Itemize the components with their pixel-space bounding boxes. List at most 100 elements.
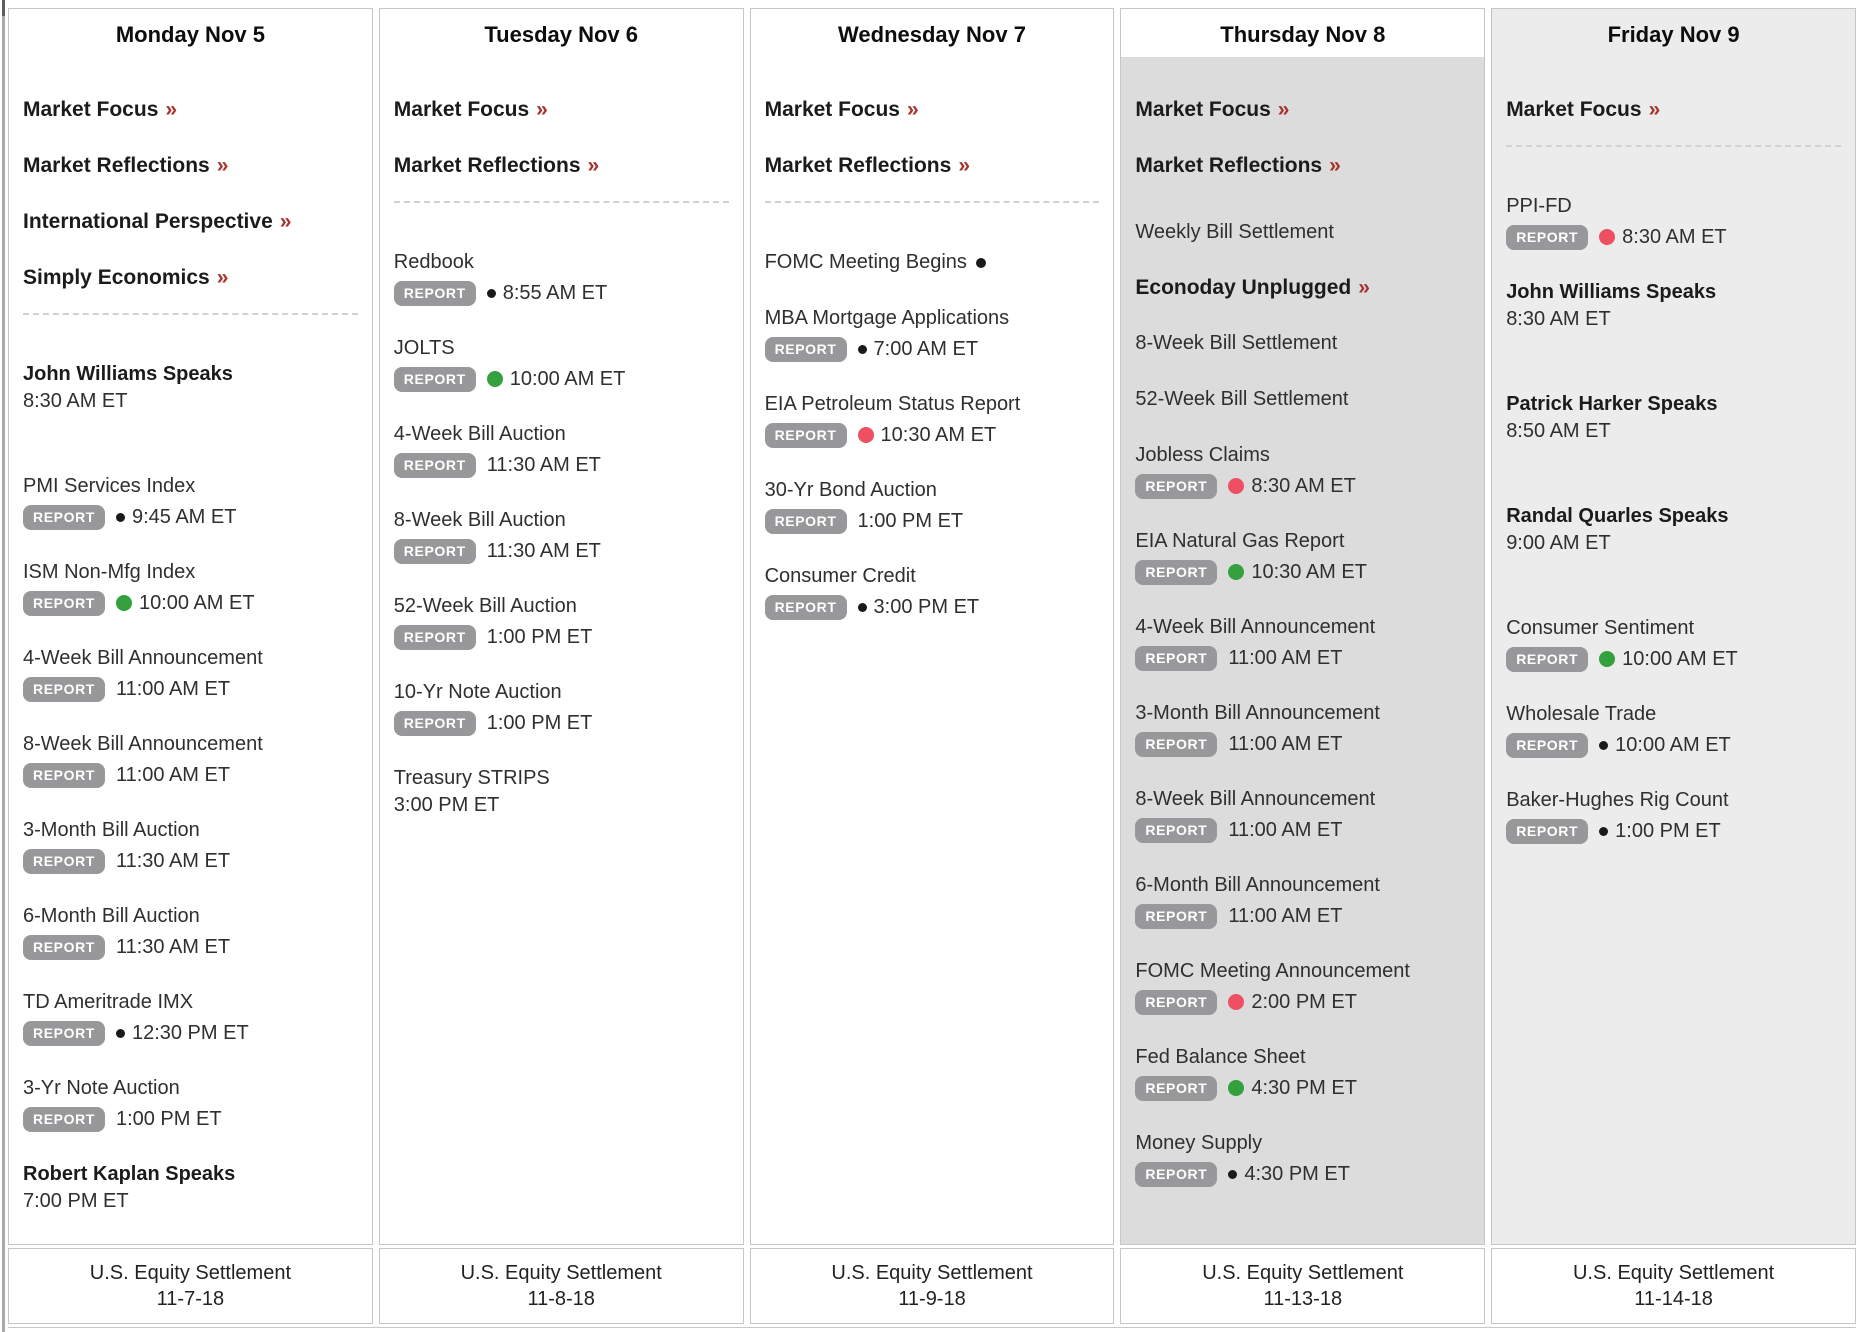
event-title: 8-Week Bill Auction xyxy=(393,509,566,531)
report-badge[interactable]: REPORT xyxy=(393,280,476,306)
report-badge[interactable]: REPORT xyxy=(1506,224,1589,250)
commentary-link-market-focus[interactable]: Market Focus » xyxy=(765,97,1100,123)
report-badge[interactable]: REPORT xyxy=(1135,473,1218,499)
settlement-label: U.S. Equity Settlement xyxy=(460,1262,662,1284)
event-meta: REPORT 10:00 AM ET xyxy=(393,365,729,393)
report-badge[interactable]: REPORT xyxy=(393,624,476,650)
event-title-text: FOMC Meeting Begins xyxy=(764,251,967,273)
event-meta: REPORT 11:00 AM ET xyxy=(23,761,358,789)
report-badge[interactable]: REPORT xyxy=(23,504,105,530)
event-time: 1:00 PM ET xyxy=(115,1107,222,1130)
commentary-link-market-reflections[interactable]: Market Reflections » xyxy=(765,153,1100,179)
status-dot-red-icon xyxy=(1599,229,1616,245)
event-time: 1:00 PM ET xyxy=(486,625,593,648)
event-weekly-bill-settlement: Weekly Bill Settlement xyxy=(1135,219,1470,246)
report-badge[interactable]: REPORT xyxy=(764,508,847,534)
event-title: FOMC Meeting Announcement xyxy=(1135,960,1410,982)
event-time: 11:30 AM ET xyxy=(115,935,231,958)
event-fomc-meeting-announcement: FOMC Meeting Announcement REPORT 2:00 PM E… xyxy=(1135,958,1470,1016)
day-header-wednesday: Wednesday Nov 7 xyxy=(838,22,1026,47)
event-time: 4:30 PM ET xyxy=(1251,1076,1357,1099)
event-time: 9:00 AM ET xyxy=(1506,532,1611,554)
report-badge[interactable]: REPORT xyxy=(23,762,105,788)
day-body-tuesday: Market Focus» Market Reflections» Redbook R… xyxy=(380,57,743,1244)
report-badge[interactable]: REPORT xyxy=(1506,732,1589,758)
event-title: 10-Yr Note Auction xyxy=(393,681,562,703)
report-badge[interactable]: REPORT xyxy=(1135,903,1218,929)
report-badge[interactable]: REPORT xyxy=(23,934,105,960)
event-wholesale-trade: Wholesale Trade REPORT 10:00 AM ET xyxy=(1506,701,1841,759)
report-badge[interactable]: REPORT xyxy=(1135,1075,1218,1101)
report-badge[interactable]: REPORT xyxy=(393,710,476,736)
event-time: 11:00 AM ET xyxy=(115,763,231,786)
event-time: 11:00 AM ET xyxy=(1228,646,1343,669)
settlement-label: U.S. Equity Settlement xyxy=(1202,1262,1404,1284)
commentary-link-market-focus[interactable]: Market Focus » xyxy=(1135,97,1470,123)
report-badge[interactable]: REPORT xyxy=(1135,559,1218,585)
event-time: 10:00 AM ET xyxy=(138,591,255,614)
commentary-link-label: Market Reflections xyxy=(23,154,210,177)
event-time: 3:00 PM ET xyxy=(393,794,500,816)
event-8-week-bill-announcement: 8-Week Bill Announcement REPORT 11:00 AM E… xyxy=(1135,786,1470,844)
report-badge[interactable]: REPORT xyxy=(1506,818,1589,844)
report-badge[interactable]: REPORT xyxy=(1135,989,1218,1015)
report-badge[interactable]: REPORT xyxy=(1506,646,1589,672)
commentary-link-market-reflections[interactable]: Market Reflections » xyxy=(394,153,729,179)
event-title: Wholesale Trade xyxy=(1506,703,1657,725)
event-meta: REPORT 10:00 AM ET xyxy=(1506,731,1841,759)
status-dot-black-icon xyxy=(975,257,986,268)
day-cell-tuesday: Tuesday Nov 6 Market Focus» Market Reflect… xyxy=(378,8,744,1245)
chevron-right-icon: » xyxy=(1277,98,1290,121)
report-badge[interactable]: REPORT xyxy=(1135,1161,1218,1187)
event-30-yr-bond-auction: 30-Yr Bond Auction REPORT 1:00 PM ET xyxy=(764,477,1100,535)
event-time: 7:00 AM ET xyxy=(873,337,979,360)
settlement-date: 11-14-18 xyxy=(1634,1288,1713,1310)
event-time: 10:00 AM ET xyxy=(509,367,626,390)
commentary-link-econoday-unplugged[interactable]: Econoday Unplugged » xyxy=(1135,275,1470,301)
report-badge[interactable]: REPORT xyxy=(764,422,847,448)
section-divider xyxy=(393,201,729,203)
status-dot-black-icon xyxy=(486,288,496,298)
status-dot-green-icon xyxy=(1599,651,1616,667)
events-list-wednesday: FOMC Meeting Begins MBA Mortgage Applicat… xyxy=(764,249,1100,621)
event-title-text: 8-Week Bill Settlement xyxy=(1135,332,1338,354)
report-badge[interactable]: REPORT xyxy=(23,1106,105,1132)
commentary-link-label: Econoday Unplugged xyxy=(1135,276,1352,299)
report-badge[interactable]: REPORT xyxy=(23,590,105,616)
report-badge[interactable]: REPORT xyxy=(23,676,105,702)
event-time: 11:00 AM ET xyxy=(1228,904,1343,927)
event-time: 10:30 AM ET xyxy=(880,423,997,446)
commentary-link-market-focus[interactable]: Market Focus » xyxy=(1506,97,1841,123)
report-badge[interactable]: REPORT xyxy=(393,366,476,392)
report-badge[interactable]: REPORT xyxy=(23,848,105,874)
report-badge[interactable]: REPORT xyxy=(1135,817,1218,843)
commentary-link-international-perspective[interactable]: International Perspective » xyxy=(23,209,358,235)
commentary-link-market-focus[interactable]: Market Focus » xyxy=(23,97,358,123)
report-badge[interactable]: REPORT xyxy=(1135,645,1218,671)
commentary-link-market-focus[interactable]: Market Focus » xyxy=(394,97,729,123)
day-column-wednesday: Wednesday Nov 7 Market Focus» Market Refle… xyxy=(749,8,1115,1324)
event-title: ISM Non-Mfg Index xyxy=(23,561,196,583)
commentary-link-market-reflections[interactable]: Market Reflections » xyxy=(1135,153,1470,179)
commentary-link-simply-economics[interactable]: Simply Economics » xyxy=(23,265,358,291)
event-title: 52-Week Bill Settlement xyxy=(1135,386,1470,413)
report-badge[interactable]: REPORT xyxy=(393,452,476,478)
event-consumer-credit: Consumer Credit REPORT 3:00 PM ET xyxy=(764,563,1100,621)
event-redbook: Redbook REPORT 8:55 AM ET xyxy=(393,249,729,307)
commentary-link-market-reflections[interactable]: Market Reflections » xyxy=(23,153,358,179)
day-cell-wednesday: Wednesday Nov 7 Market Focus» Market Refle… xyxy=(749,8,1115,1245)
bottom-divider-line xyxy=(8,1327,1856,1328)
report-badge[interactable]: REPORT xyxy=(764,594,847,620)
report-badge[interactable]: REPORT xyxy=(764,336,847,362)
event-title: Consumer Credit xyxy=(764,565,916,587)
event-fed-balance-sheet: Fed Balance Sheet REPORT 4:30 PM ET xyxy=(1135,1044,1470,1102)
event-meta: REPORT 11:00 AM ET xyxy=(1135,644,1470,672)
report-badge[interactable]: REPORT xyxy=(393,538,476,564)
day-cell-monday: Monday Nov 5 Market Focus» Market Reflecti… xyxy=(8,8,373,1245)
event-meta: REPORT 10:00 AM ET xyxy=(1506,645,1841,673)
report-badge[interactable]: REPORT xyxy=(23,1020,105,1046)
event-time: 8:30 AM ET xyxy=(1506,308,1611,330)
chevron-right-icon: » xyxy=(587,154,600,177)
event-fomc-meeting-begins: FOMC Meeting Begins xyxy=(765,249,1100,276)
report-badge[interactable]: REPORT xyxy=(1135,731,1218,757)
